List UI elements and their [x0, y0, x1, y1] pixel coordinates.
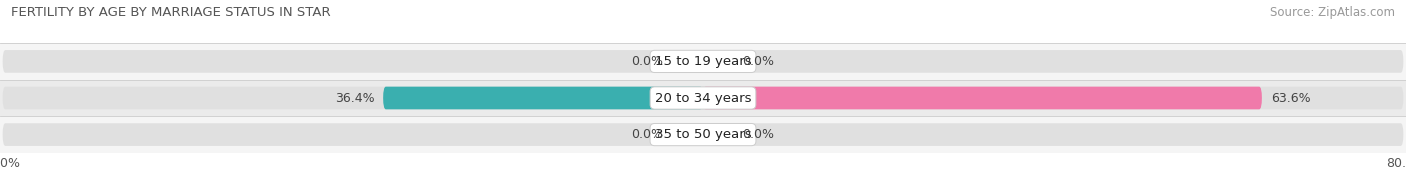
Text: 0.0%: 0.0% [631, 128, 664, 141]
FancyBboxPatch shape [3, 87, 1403, 109]
Bar [0, 116, 1406, 153]
Text: FERTILITY BY AGE BY MARRIAGE STATUS IN STAR: FERTILITY BY AGE BY MARRIAGE STATUS IN S… [11, 6, 330, 19]
Text: Source: ZipAtlas.com: Source: ZipAtlas.com [1270, 6, 1395, 19]
Text: 15 to 19 years: 15 to 19 years [655, 55, 751, 68]
Text: 36.4%: 36.4% [335, 92, 374, 104]
FancyBboxPatch shape [703, 87, 1263, 109]
FancyBboxPatch shape [703, 53, 734, 70]
FancyBboxPatch shape [703, 126, 734, 143]
Bar [0, 43, 1406, 80]
FancyBboxPatch shape [382, 87, 703, 109]
Text: 63.6%: 63.6% [1271, 92, 1310, 104]
Bar [0, 80, 1406, 116]
FancyBboxPatch shape [3, 50, 1403, 73]
FancyBboxPatch shape [672, 126, 703, 143]
Text: 0.0%: 0.0% [742, 55, 775, 68]
FancyBboxPatch shape [672, 53, 703, 70]
Text: 0.0%: 0.0% [742, 128, 775, 141]
Text: 0.0%: 0.0% [631, 55, 664, 68]
Text: 35 to 50 years: 35 to 50 years [655, 128, 751, 141]
FancyBboxPatch shape [3, 123, 1403, 146]
Text: 20 to 34 years: 20 to 34 years [655, 92, 751, 104]
